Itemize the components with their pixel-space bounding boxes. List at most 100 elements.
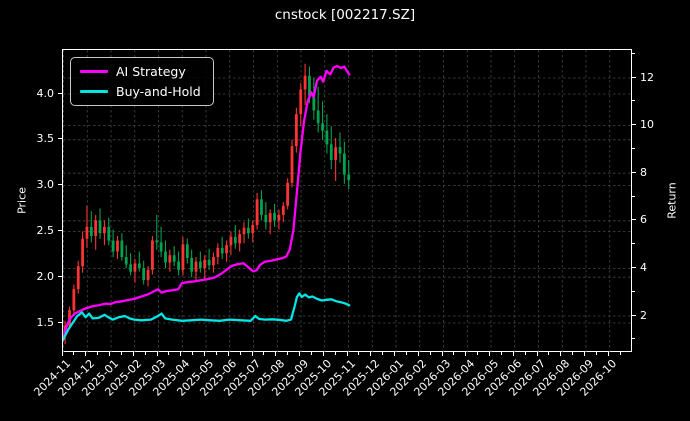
x-minor-tick <box>477 352 479 355</box>
candle-body <box>238 234 242 244</box>
candle-body <box>185 244 189 258</box>
candle-body <box>103 226 106 234</box>
return-minor-tick <box>632 147 635 149</box>
x-minor-tick <box>500 352 502 355</box>
return-minor-tick <box>632 243 635 245</box>
x-tick <box>85 352 87 356</box>
candle-body <box>334 147 338 160</box>
x-minor-tick <box>263 352 265 355</box>
x-tick <box>227 352 229 356</box>
candle-body <box>120 240 124 258</box>
x-minor-tick <box>405 352 407 355</box>
candle-body <box>172 255 176 262</box>
x-minor-tick <box>429 352 431 355</box>
candle-body <box>124 257 128 265</box>
candle-body <box>89 226 93 236</box>
legend-item-buy-and-hold: Buy-and-Hold <box>80 84 201 99</box>
legend-label-ai-strategy: AI Strategy <box>116 64 186 79</box>
plot-canvas <box>63 50 633 353</box>
candle-body <box>281 205 285 215</box>
candle-body <box>203 259 207 269</box>
x-tick <box>489 352 490 356</box>
candle-body <box>242 227 246 235</box>
candle-body <box>116 240 119 252</box>
candle-body <box>137 263 141 269</box>
return-tick <box>632 314 636 316</box>
candle-body <box>308 75 311 96</box>
legend: AI Strategy Buy-and-Hold <box>70 57 214 106</box>
candle-body <box>164 251 167 263</box>
candle-body <box>72 289 76 311</box>
candle-body <box>294 114 298 147</box>
candle-body <box>107 226 111 241</box>
candle-body <box>303 75 307 90</box>
x-tick <box>512 352 514 356</box>
price-tick <box>58 275 62 277</box>
x-tick <box>251 352 253 356</box>
x-minor-tick <box>572 352 574 355</box>
return-minor-tick <box>632 195 635 197</box>
x-minor-tick <box>120 352 122 355</box>
x-tick <box>156 352 158 356</box>
candle-body <box>85 226 89 239</box>
x-minor-tick <box>334 352 336 355</box>
candle-body <box>229 236 233 246</box>
x-tick <box>417 352 419 356</box>
return-minor-tick <box>632 100 635 102</box>
candle-body <box>194 261 198 272</box>
candle-body <box>321 123 324 131</box>
x-tick <box>394 352 395 356</box>
return-tick-label: 6 <box>640 213 647 227</box>
x-tick <box>607 352 609 356</box>
candle-body <box>198 261 202 269</box>
ai-strategy-line <box>63 64 351 340</box>
candle-body <box>94 220 98 236</box>
candle-body <box>76 266 80 290</box>
candle-body <box>181 244 185 270</box>
candle-body <box>286 182 290 206</box>
return-tick-label: 10 <box>640 118 654 132</box>
candle-body <box>68 310 71 326</box>
x-minor-tick <box>310 352 312 355</box>
candle-body <box>146 269 150 280</box>
return-tick-label: 2 <box>640 308 647 322</box>
return-tick-label: 12 <box>640 70 654 84</box>
return-tick <box>632 266 636 268</box>
candle-body <box>246 227 250 234</box>
return-tick <box>632 124 636 126</box>
price-tick-label: 1.5 <box>36 315 55 329</box>
price-tick-label: 2.0 <box>36 269 55 283</box>
x-tick <box>560 352 562 356</box>
price-tick <box>58 229 62 231</box>
x-minor-tick <box>287 352 289 355</box>
x-tick <box>132 352 134 356</box>
x-minor-tick <box>619 352 621 355</box>
price-tick-label: 2.5 <box>36 223 55 237</box>
candle-body <box>273 213 276 221</box>
x-tick <box>441 352 443 356</box>
candle-body <box>338 147 342 154</box>
return-tick <box>632 171 636 173</box>
candle-body <box>190 257 194 272</box>
price-tick <box>58 321 62 323</box>
price-tick-label: 3.5 <box>36 132 55 146</box>
candle-body <box>177 261 180 270</box>
x-tick <box>204 352 205 356</box>
candle-body <box>81 238 84 267</box>
x-minor-tick <box>595 352 597 355</box>
return-minor-tick <box>632 338 635 340</box>
candle-body <box>168 255 172 263</box>
price-tick <box>58 184 62 186</box>
candle-body <box>312 95 316 111</box>
candle-body <box>150 240 154 270</box>
x-tick <box>370 352 372 356</box>
x-minor-tick <box>73 352 75 355</box>
legend-label-buy-and-hold: Buy-and-Hold <box>116 84 201 99</box>
x-minor-tick <box>524 352 526 355</box>
candle-body <box>325 130 329 145</box>
return-tick <box>632 219 636 221</box>
buy-and-hold-line <box>63 292 351 341</box>
return-minor-tick <box>632 52 635 54</box>
x-minor-tick <box>97 352 99 355</box>
